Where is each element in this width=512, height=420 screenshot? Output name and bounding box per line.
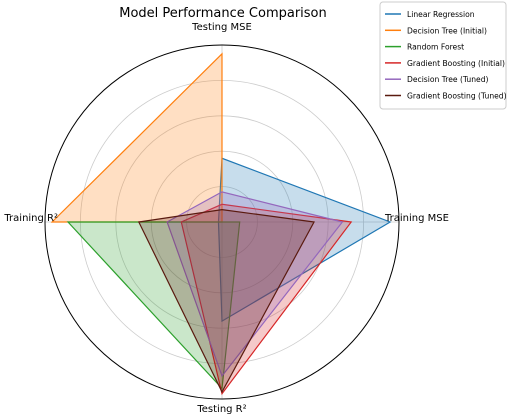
series-area-4 — [180, 203, 353, 396]
axis-label-3: Training R² — [3, 213, 58, 224]
chart-title: Model Performance Comparison — [119, 6, 327, 21]
outer-ring — [44, 44, 400, 400]
axis-labels: Training MSE Testing MSE Training R² Testin… — [3, 22, 449, 415]
series-area-6 — [137, 209, 315, 394]
radar-series — [50, 52, 392, 396]
legend-label-1: Linear Regression — [407, 10, 475, 19]
legend-label-5: Decision Tree (Tuned) — [407, 75, 489, 84]
axis-label-1: Training MSE — [384, 213, 449, 224]
axis-label-4: Testing R² — [196, 404, 246, 415]
legend-frame — [379, 1, 507, 110]
legend-label-4: Gradient Boosting (Initial) — [407, 59, 505, 68]
series-area-2 — [50, 52, 223, 223]
legend: Linear Regression Decision Tree (Initial)… — [379, 1, 507, 110]
legend-label-6: Gradient Boosting (Tuned) — [407, 92, 507, 101]
legend-label-2: Decision Tree (Initial) — [407, 26, 487, 35]
series-area-5 — [166, 191, 344, 378]
axis-label-2: Testing MSE — [191, 22, 252, 33]
legend-label-3: Random Forest — [407, 43, 464, 52]
series-area-3 — [66, 221, 241, 390]
